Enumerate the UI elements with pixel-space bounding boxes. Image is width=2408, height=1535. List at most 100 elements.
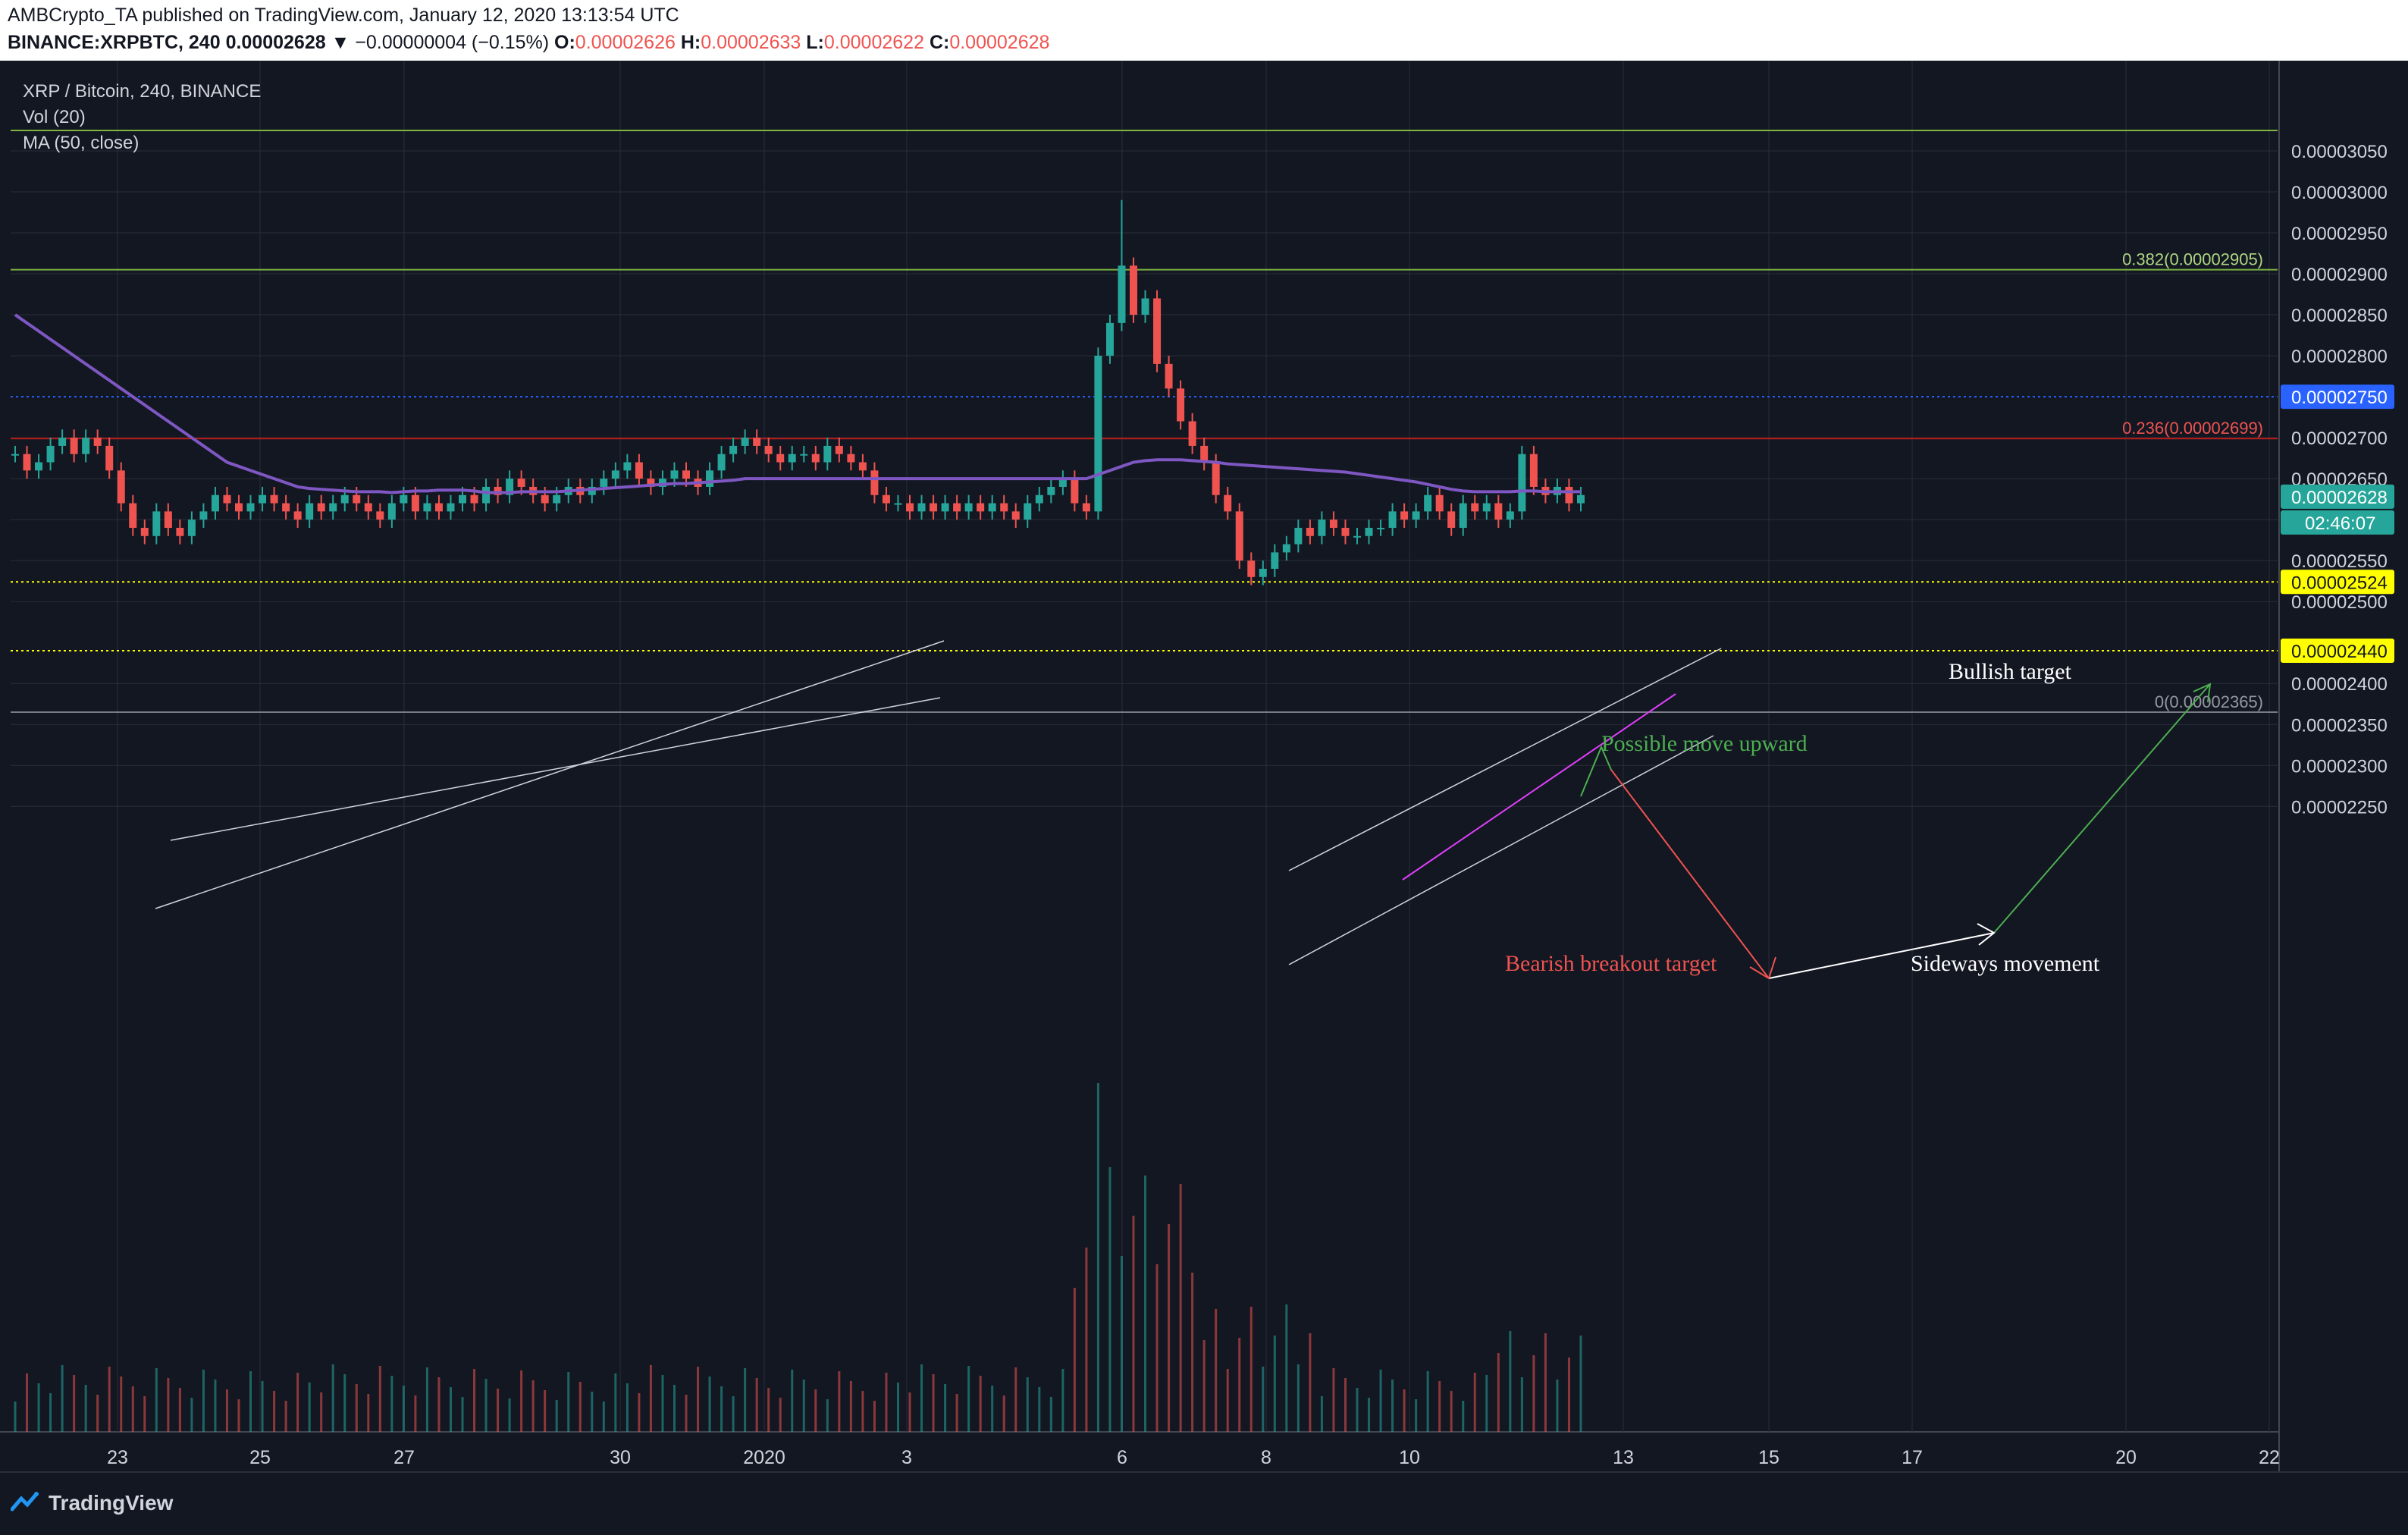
candle-body [1424, 494, 1432, 512]
candle-body [329, 503, 337, 512]
volume-bar [155, 1368, 158, 1432]
candle-body [788, 454, 796, 463]
x-tick-label: 15 [1758, 1447, 1779, 1468]
volume-bar [591, 1392, 594, 1432]
y-tick-label: 0.00002350 [2291, 715, 2388, 736]
candle-body [1435, 494, 1444, 512]
candle-body [1365, 527, 1373, 536]
volume-bar [1202, 1340, 1206, 1432]
volume-bar [1426, 1371, 1429, 1432]
volume-bar [343, 1374, 346, 1432]
volume-bar [814, 1389, 817, 1432]
trend-channel-line [1288, 648, 1722, 871]
projection-arrow [1610, 769, 1770, 979]
candle-body [1235, 511, 1243, 561]
price-tag-label: 0.00002440 [2291, 642, 2388, 662]
candle-body [941, 503, 949, 512]
volume-bar [308, 1383, 311, 1432]
candle-body [270, 494, 278, 504]
candle-body [164, 511, 172, 528]
candle-body [953, 503, 961, 512]
volume-bar [1356, 1388, 1359, 1432]
candle-body [459, 494, 466, 504]
candle-body [317, 503, 325, 512]
volume-bar [661, 1375, 664, 1432]
legend-ma[interactable]: MA (50, close) [23, 133, 140, 153]
volume-bar [885, 1373, 888, 1432]
volume-bar [896, 1383, 899, 1432]
volume-bar [685, 1395, 688, 1432]
candle-body [1058, 479, 1067, 487]
footer-brand[interactable]: TradingView [49, 1491, 174, 1515]
candle-body [682, 470, 690, 479]
price-chart[interactable]: 0.00003050 0.00003000 0.00002950 0.00002900… [0, 61, 2408, 1471]
candle-body [1377, 527, 1385, 529]
price-tag [2281, 385, 2394, 410]
candle-body [1212, 462, 1220, 495]
publish-header: AMBCrypto_TA published on TradingView.co… [0, 0, 2408, 61]
volume-bar [720, 1386, 723, 1432]
volume-bar [449, 1387, 452, 1432]
open-value: 0.00002626 [575, 32, 676, 53]
candle-body [800, 454, 808, 456]
y-tick-label: 0.00002850 [2291, 306, 2388, 326]
candle-body [105, 445, 114, 471]
legend-volume[interactable]: Vol (20) [23, 107, 86, 127]
volume-bar [437, 1377, 441, 1432]
candle-body [670, 470, 679, 479]
volume-bar [791, 1370, 794, 1432]
candle-body [70, 438, 78, 454]
volume-bar [1155, 1264, 1159, 1432]
low-value: 0.00002622 [823, 32, 924, 53]
candle-body [1565, 486, 1573, 504]
candle-body [199, 511, 208, 520]
candle-body [353, 494, 361, 504]
candle-body [1224, 494, 1232, 512]
trend-channel-line [170, 697, 941, 841]
volume-bar [1096, 1083, 1099, 1432]
candle-body [1118, 265, 1126, 323]
volume-bar [131, 1386, 134, 1432]
candle-body [1341, 527, 1350, 536]
volume-bar [531, 1380, 535, 1432]
candle-body [611, 470, 619, 479]
publisher-name[interactable]: AMBCrypto_TA [8, 5, 137, 26]
candle-body [1306, 527, 1314, 536]
volume-bar [1485, 1375, 1488, 1432]
candle-body [340, 494, 349, 504]
volume-bar [1391, 1380, 1394, 1432]
volume-bar [484, 1379, 488, 1432]
candle-body [1577, 494, 1585, 504]
volume-bar [108, 1367, 111, 1432]
candle-body [1082, 503, 1090, 512]
candle-body [717, 454, 726, 471]
candle-body [1447, 511, 1456, 528]
volume-bar [626, 1383, 629, 1432]
projection-arrow [1580, 745, 1612, 797]
candle-body [1200, 445, 1209, 463]
volume-bar [1049, 1397, 1052, 1432]
candle-body [140, 527, 149, 536]
volume-bar [214, 1380, 217, 1432]
candle-body [82, 438, 90, 454]
volume-bar [944, 1384, 947, 1432]
candle-body [729, 445, 738, 454]
x-tick-label: 20 [2115, 1447, 2137, 1468]
volume-bar [767, 1388, 770, 1432]
volume-bar [37, 1383, 40, 1432]
legend-title[interactable]: XRP / Bitcoin, 240, BINANCE [23, 81, 262, 102]
candle-body [494, 486, 502, 495]
candle-body [930, 503, 938, 512]
arrow-head [2193, 683, 2212, 703]
volume-bar [473, 1369, 476, 1432]
volume-bar [1262, 1367, 1265, 1432]
volume-bar [402, 1386, 405, 1432]
volume-bar [567, 1372, 570, 1432]
y-tick-label: 0.00003000 [2291, 183, 2388, 203]
volume-bar [355, 1384, 358, 1432]
volume-bar [1497, 1353, 1500, 1432]
price-tag [2281, 570, 2394, 595]
candle-body [917, 503, 926, 512]
candle-body [847, 454, 855, 463]
tradingview-logo-icon[interactable] [11, 1491, 44, 1514]
